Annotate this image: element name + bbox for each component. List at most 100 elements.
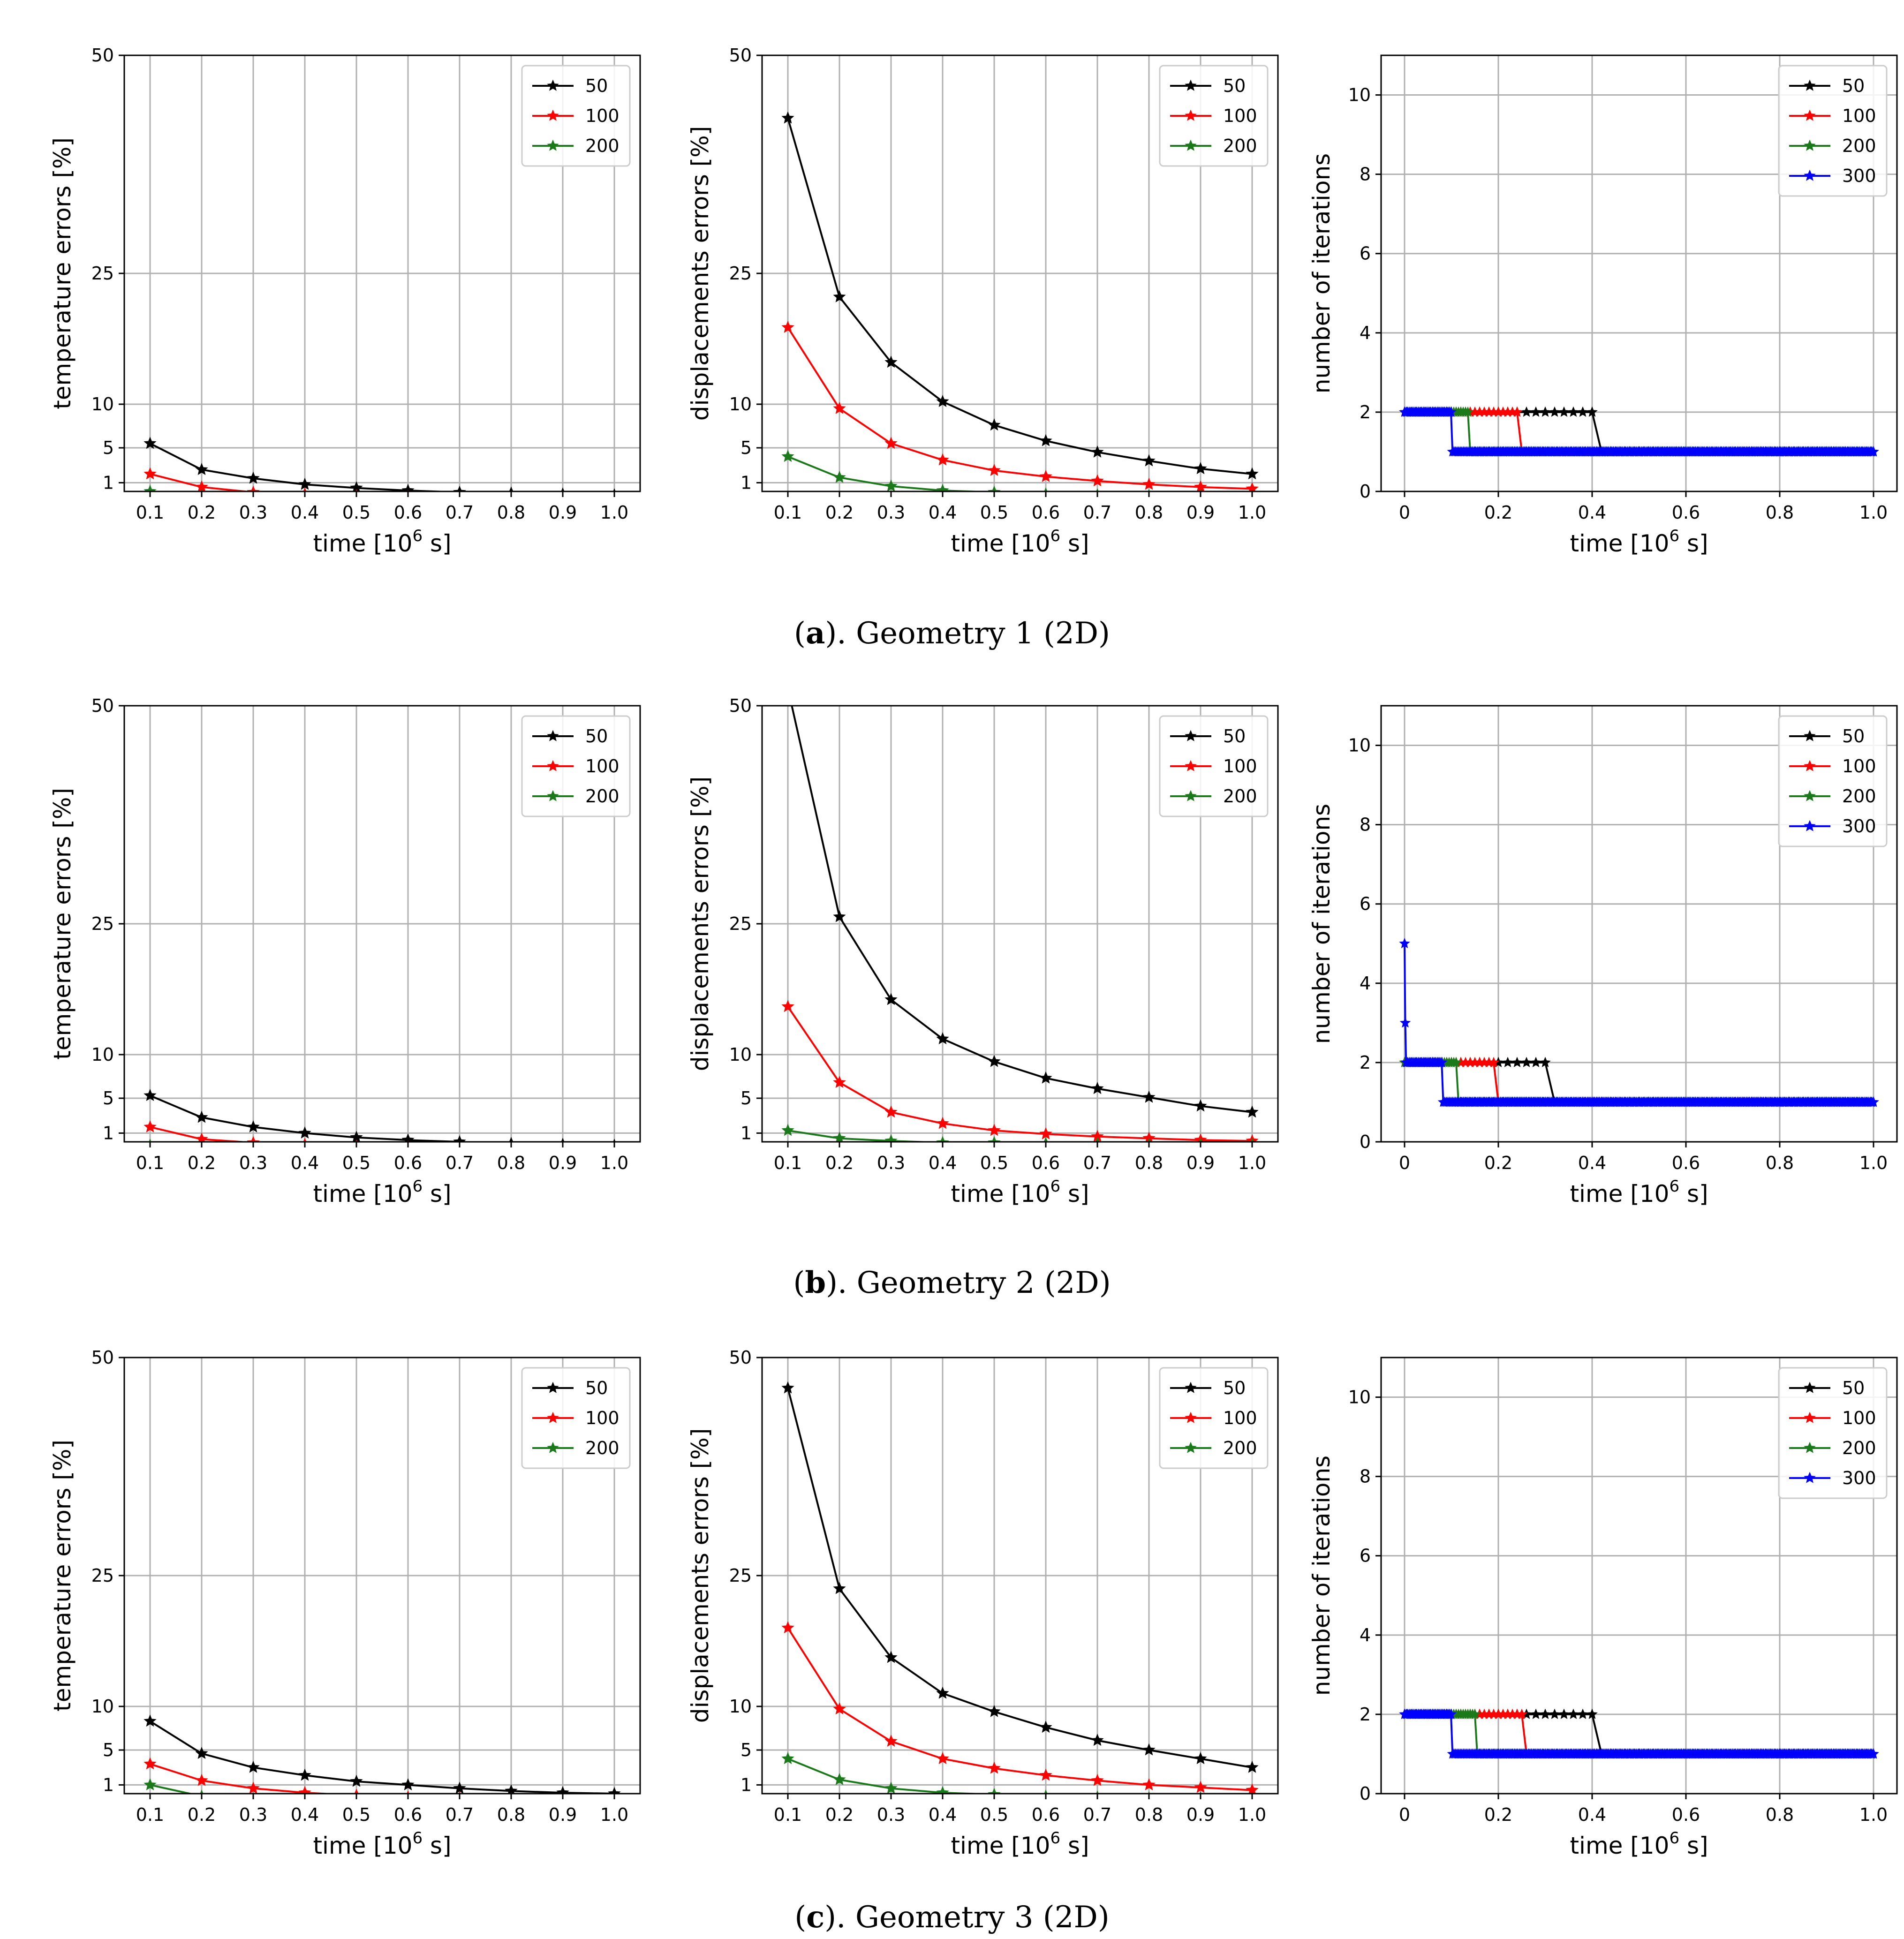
x-tick-label: 1.0 [1859, 502, 1888, 523]
data-point-100 [1142, 1778, 1156, 1790]
data-point-300 [1436, 1056, 1447, 1067]
series-line-200 [1405, 1713, 1874, 1755]
x-tick-label: 0.5 [342, 502, 370, 523]
axes-frame [1380, 54, 1898, 492]
x-tick-label: 0.9 [1186, 502, 1215, 523]
caption-text: ). Geometry 3 (2D) [824, 1900, 1110, 1935]
data-point-50 [1577, 406, 1588, 417]
data-point-50 [833, 910, 846, 922]
plot-area [1399, 406, 1879, 457]
axes-frame [1380, 705, 1898, 1143]
y-tick-label: 5 [740, 1740, 752, 1760]
x-axis-label-unit: s] [423, 530, 451, 557]
x-tick-label: 0.7 [446, 502, 474, 523]
y-tick-label: 25 [729, 1565, 752, 1586]
data-point-200 [1147, 1138, 1151, 1142]
data-point-200 [781, 1124, 794, 1136]
chart-a-temperature: 0.1 0.2 0.3 0.4 0.5 0.6 0.7 0.8 0.9 1.0 1 5 10 25 50 ti… [49, 45, 641, 557]
x-tick-label: 0.2 [188, 1804, 216, 1825]
legend-box [1159, 1367, 1269, 1469]
series-line-200 [1405, 1061, 1874, 1103]
data-point-50 [195, 1747, 208, 1759]
data-point-100 [298, 1786, 311, 1794]
y-tick-label: 10 [91, 1044, 114, 1065]
y-tick-label: 5 [103, 1740, 114, 1760]
data-point-100 [195, 1773, 208, 1786]
data-point-100 [144, 467, 157, 480]
x-tick-label: 1.0 [1238, 1804, 1266, 1825]
series-line-300 [1404, 943, 1874, 1103]
x-tick-label: 0.4 [1578, 1153, 1606, 1173]
x-tick-label: 0.8 [1135, 1153, 1163, 1173]
y-tick-label: 25 [91, 263, 114, 284]
data-point-100 [1039, 1768, 1052, 1781]
data-point-50 [1587, 1708, 1598, 1719]
y-tick-label: 6 [1360, 1546, 1371, 1566]
data-point-200 [144, 484, 157, 491]
x-axis-label-main: time [10 [313, 530, 412, 557]
legend-marker-50 [547, 730, 559, 741]
data-point-50 [247, 1120, 260, 1132]
y-tick-label: 25 [91, 1565, 114, 1586]
data-point-100 [833, 1702, 846, 1715]
x-tick-label: 1.0 [600, 1153, 628, 1173]
x-tick-label: 0.3 [877, 502, 905, 523]
x-axis-label-exponent: 6 [1669, 1829, 1679, 1848]
data-point-300 [1868, 446, 1879, 457]
x-tick-label: 0.8 [497, 1153, 525, 1173]
legend: 50 100 200 300 [1778, 1367, 1888, 1499]
x-tick-label: 0.2 [1484, 502, 1512, 523]
data-point-100 [884, 1105, 898, 1118]
legend-label-50: 50 [1842, 726, 1865, 747]
x-tick-label: 0.2 [188, 502, 216, 523]
data-point-100 [144, 1757, 157, 1770]
series-line-100 [787, 327, 1253, 490]
x-tick-label: 0.7 [1083, 502, 1111, 523]
legend-label-200: 200 [1223, 786, 1257, 807]
x-axis-label-unit: s] [423, 1180, 451, 1207]
y-tick-label: 8 [1360, 1466, 1371, 1487]
y-tick-label: 4 [1360, 973, 1371, 994]
data-point-100 [781, 1000, 794, 1012]
data-point-50 [1549, 406, 1560, 417]
legend-label-50: 50 [585, 75, 608, 96]
data-point-50 [936, 395, 949, 407]
x-axis-label-unit: s] [1679, 1180, 1708, 1207]
y-tick-label: 5 [740, 438, 752, 458]
x-tick-label: 0.8 [1766, 1153, 1794, 1173]
legend: 50 100 200 [521, 715, 631, 817]
x-tick-label: 0.5 [342, 1153, 370, 1173]
series-line-200 [150, 490, 161, 491]
y-tick-label: 1 [103, 1774, 114, 1795]
data-point-50 [1530, 1056, 1541, 1067]
data-point-50 [1091, 1734, 1104, 1746]
x-tick-label: 0.8 [1135, 1804, 1163, 1825]
series-line-100 [150, 473, 255, 491]
legend-box [1778, 1367, 1888, 1499]
legend-marker-100 [547, 1411, 559, 1423]
data-point-50 [1511, 1056, 1523, 1067]
x-tick-label: 1.0 [1238, 1153, 1266, 1173]
legend-marker-50 [1185, 1381, 1197, 1393]
x-tick-label: 0.2 [825, 1804, 854, 1825]
x-axis-label-main: time [10 [1570, 1832, 1669, 1859]
data-point-100 [1039, 1127, 1052, 1139]
x-tick-label: 0.6 [1032, 1804, 1060, 1825]
data-point-200 [988, 485, 1001, 491]
legend: 50 100 200 [1159, 65, 1269, 167]
data-point-100 [1516, 1708, 1527, 1719]
x-tick-label: 1.0 [1859, 1153, 1888, 1173]
legend: 50 100 200 [1159, 715, 1269, 817]
legend-label-50: 50 [1842, 1378, 1865, 1398]
legend-marker-200 [547, 1441, 559, 1453]
legend-marker-50 [1185, 730, 1197, 741]
x-axis-label-main: time [10 [951, 1832, 1050, 1859]
legend-marker-50 [1804, 1381, 1816, 1393]
plot-area [144, 1089, 616, 1142]
data-point-50 [1039, 1071, 1052, 1084]
y-axis-label: displacements errors [%] [687, 777, 714, 1071]
legend-marker-50 [1804, 79, 1816, 91]
y-tick-label: 25 [729, 913, 752, 934]
y-tick-label: 2 [1360, 1704, 1371, 1725]
data-point-300 [1868, 1748, 1879, 1759]
